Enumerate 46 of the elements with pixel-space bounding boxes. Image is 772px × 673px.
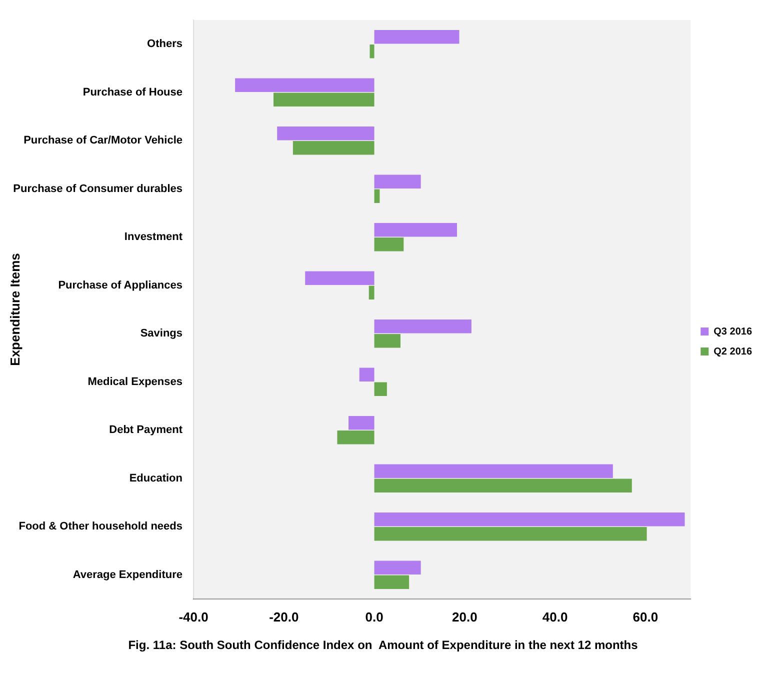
bar: [337, 430, 374, 444]
bar: [374, 237, 404, 252]
y-tick-label: Purchase of House: [82, 86, 182, 98]
y-tick-label: Debt Payment: [109, 424, 183, 436]
bar: [374, 223, 457, 237]
bar: [348, 416, 374, 430]
y-tick-label: Purchase of Car/Motor Vehicle: [24, 134, 182, 147]
bar: [374, 526, 647, 541]
bar: [273, 92, 374, 106]
x-tick-label: -20.0: [269, 609, 299, 624]
y-tick-label: Food & Other household needs: [18, 520, 182, 533]
bar: [359, 368, 374, 382]
y-tick-label: Education: [129, 472, 183, 484]
y-axis-title: Expenditure Items: [7, 253, 22, 366]
bar: [235, 78, 374, 92]
bar: [374, 575, 410, 589]
bar: [374, 189, 380, 203]
bar: [292, 140, 374, 155]
bar: [370, 44, 374, 58]
y-tick-label: Investment: [124, 231, 183, 244]
bar: [374, 320, 472, 334]
x-tick-label: 60.0: [632, 609, 658, 624]
bar: [374, 478, 632, 492]
bar: [368, 286, 374, 300]
x-tick-label: 40.0: [542, 609, 568, 624]
y-tick-label: Others: [147, 38, 182, 50]
bar: [374, 382, 387, 396]
bar: [374, 174, 421, 189]
y-tick-label: Medical Expenses: [88, 376, 182, 388]
y-tick-label: Average Expenditure: [72, 568, 182, 581]
y-tick-label: Purchase of Appliances: [58, 279, 182, 292]
bar: [305, 271, 374, 286]
y-tick-label: Savings: [140, 328, 182, 340]
bar: [277, 126, 374, 140]
x-tick-label: 20.0: [452, 609, 478, 624]
bar: [374, 560, 421, 575]
bar: [374, 334, 400, 348]
y-tick-label: Purchase of Consumer durables: [13, 182, 182, 195]
bar: [374, 512, 685, 526]
legend-label: Q2 2016: [714, 346, 752, 358]
text: Fig. 11a: South South Confidence Index on Amount of Expenditure in the next 12 months: [128, 638, 638, 652]
bar: [374, 30, 460, 44]
x-tick-label: -40.0: [178, 609, 208, 624]
bar: [374, 464, 613, 478]
x-tick-label: 0.0: [365, 609, 384, 624]
legend-label: Q3 2016: [714, 326, 752, 338]
